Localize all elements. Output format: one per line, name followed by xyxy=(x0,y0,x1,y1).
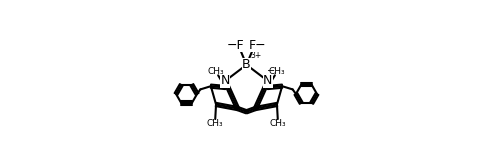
Text: CH₃: CH₃ xyxy=(208,67,224,76)
Text: CH₃: CH₃ xyxy=(270,119,286,128)
Text: −F: −F xyxy=(226,39,244,52)
Text: CH₃: CH₃ xyxy=(207,119,223,128)
Text: 3+: 3+ xyxy=(250,51,262,60)
Text: N: N xyxy=(263,75,273,87)
Text: CH₃: CH₃ xyxy=(269,67,285,76)
Text: −: − xyxy=(267,66,276,76)
Text: F−: F− xyxy=(249,39,267,52)
Text: N: N xyxy=(220,75,230,87)
Text: B: B xyxy=(242,58,251,71)
